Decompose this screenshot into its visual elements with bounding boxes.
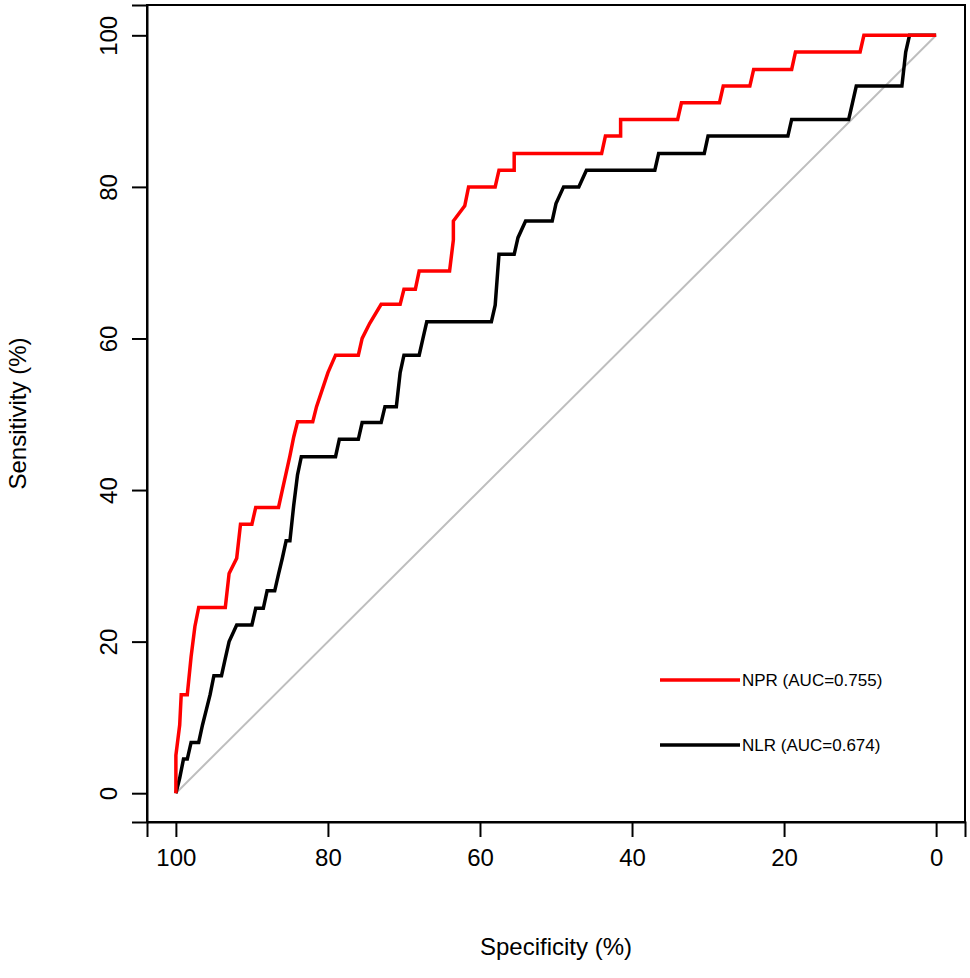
x-tick-label: 0 (930, 844, 943, 871)
x-axis-title: Specificity (%) (480, 933, 632, 960)
plot-area (176, 35, 936, 793)
x-tick-mark (632, 822, 634, 837)
legend-label: NPR (AUC=0.755) (742, 671, 882, 690)
y-tick-label: 40 (95, 477, 122, 504)
x-tick-mark (784, 822, 786, 837)
legend-swatch (660, 678, 740, 682)
x-tick-mark (175, 822, 177, 837)
y-tick-mark (132, 793, 147, 795)
x-axis: 100 80 60 40 20 0 (148, 822, 966, 871)
y-tick-label: 80 (95, 174, 122, 201)
y-tick-label: 0 (95, 787, 122, 800)
y-tick: 80 (95, 174, 147, 201)
y-tick-label: 20 (95, 629, 122, 656)
legend-swatch (660, 743, 740, 747)
x-tick-label: 40 (619, 844, 646, 871)
y-axis: 0 20 40 60 80 100 (95, 6, 148, 823)
y-tick-label: 60 (95, 326, 122, 353)
y-tick-label: 100 (95, 16, 122, 56)
x-tick-mark (479, 822, 481, 837)
x-axis-line (148, 823, 966, 838)
y-tick: 60 (95, 326, 147, 353)
x-tick: 0 (930, 822, 943, 871)
roc-curve (176, 35, 936, 793)
y-tick: 40 (95, 477, 147, 504)
chart: 100 80 60 40 20 0 0 20 40 60 80 100 Specificity (%) S… (0, 0, 970, 978)
x-tick: 40 (619, 822, 646, 871)
x-tick-mark (936, 822, 938, 837)
y-axis-line (132, 6, 148, 823)
x-tick: 100 (156, 822, 196, 871)
y-axis-title: Sensitivity (%) (4, 337, 31, 489)
y-tick: 100 (95, 16, 147, 56)
x-tick-label: 60 (467, 844, 494, 871)
reference-diagonal (176, 35, 936, 793)
y-tick: 0 (95, 787, 147, 800)
y-tick-mark (132, 35, 147, 37)
x-tick-label: 80 (315, 844, 342, 871)
roc-curve (176, 35, 936, 793)
y-tick-mark (132, 490, 147, 492)
x-tick: 80 (315, 822, 342, 871)
y-tick-mark (132, 338, 147, 340)
x-tick-label: 100 (156, 844, 196, 871)
legend-label: NLR (AUC=0.674) (742, 736, 880, 755)
y-tick-mark (132, 641, 147, 643)
y-tick-mark (132, 186, 147, 188)
y-tick: 20 (95, 629, 147, 656)
x-tick: 60 (467, 822, 494, 871)
legend: NPR (AUC=0.755) NLR (AUC=0.674) (660, 671, 882, 755)
x-tick: 20 (771, 822, 798, 871)
x-tick-mark (327, 822, 329, 837)
x-tick-label: 20 (771, 844, 798, 871)
plot-frame (147, 5, 965, 822)
